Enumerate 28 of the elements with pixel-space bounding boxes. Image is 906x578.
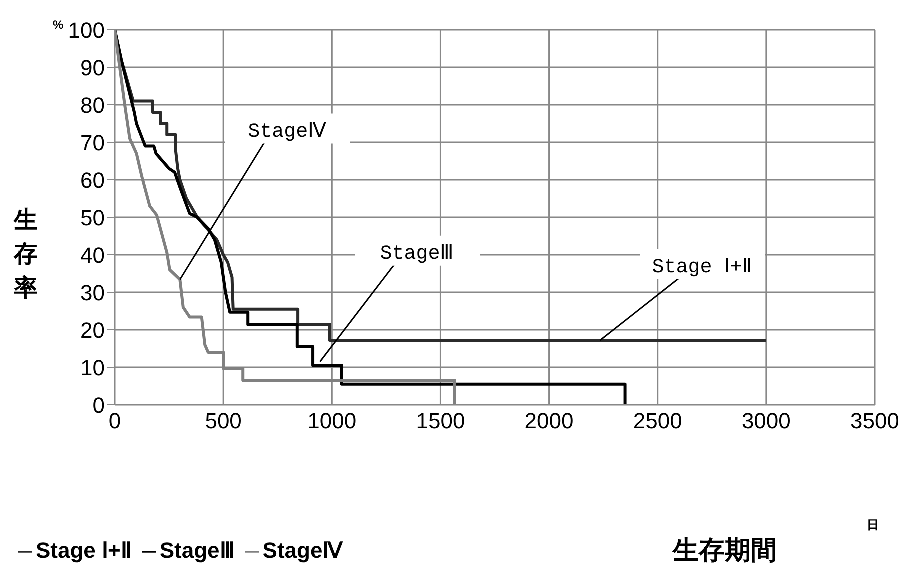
text: % [53, 18, 64, 32]
x-tick-label: 3000 [742, 408, 791, 434]
y-tick-label: 0 [92, 392, 105, 418]
annotation: StageⅢ [380, 242, 454, 266]
y-tick-label: 30 [80, 280, 105, 306]
x-axis-title: 生存期間 [673, 535, 777, 568]
text: 日 [867, 517, 879, 534]
y-tick-label: 10 [80, 355, 105, 380]
y-axis-title: 生存率 [12, 205, 39, 304]
y-tick-label: 50 [80, 205, 105, 230]
y-tick-label: 70 [80, 130, 105, 156]
y-tick-label: 40 [80, 242, 105, 268]
y-tick-label: 20 [80, 318, 105, 343]
legend-label: StageⅣ [262, 538, 343, 563]
y-tick-label: 80 [80, 92, 105, 118]
y-tick-label: 90 [80, 55, 105, 80]
x-tick-label: 1000 [308, 408, 357, 434]
x-tick-label: 1500 [416, 408, 466, 434]
y-tick-label: 100 [68, 18, 105, 43]
x-tick-label: 2500 [633, 408, 682, 434]
annotation: StageⅣ [248, 120, 328, 144]
x-tick-label: 0 [108, 408, 122, 434]
legend-label: StageⅢ [160, 538, 235, 563]
x-tick-label: 500 [205, 408, 242, 434]
y-tick-label: 60 [80, 168, 105, 193]
legend-label: Stage Ⅰ+Ⅱ [36, 538, 132, 563]
x-tick-label: 2000 [524, 408, 574, 434]
annotation: Stage Ⅰ+Ⅱ [652, 256, 752, 280]
